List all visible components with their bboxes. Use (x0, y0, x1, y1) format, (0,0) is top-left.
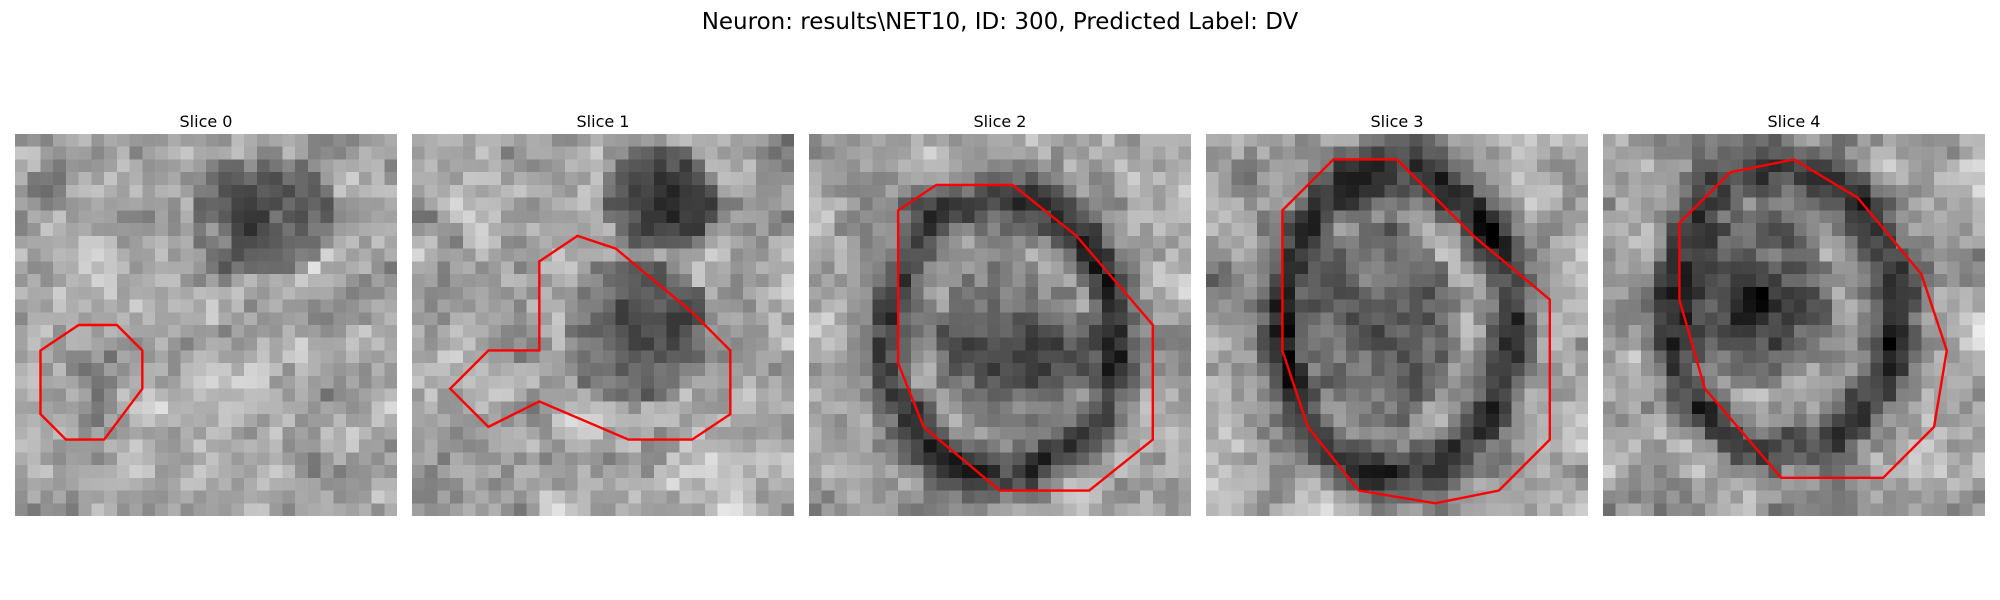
slice-title: Slice 3 (1370, 112, 1424, 131)
slice-panel-0: Slice 0 (15, 110, 397, 516)
slice-panel-4: Slice 4 (1603, 110, 1985, 516)
neuron-contour (1603, 134, 1985, 516)
neuron-contour (15, 134, 397, 516)
neuron-contour (809, 134, 1191, 516)
slice-image (412, 134, 794, 516)
figure-title: Neuron: results\NET10, ID: 300, Predicte… (701, 9, 1299, 35)
slice-image (1206, 134, 1588, 516)
slice-panel-3: Slice 3 (1206, 110, 1588, 516)
slice-image (1603, 134, 1985, 516)
slice-title: Slice 1 (576, 112, 630, 131)
neuron-contour (412, 134, 794, 516)
slice-image (809, 134, 1191, 516)
slice-panel-2: Slice 2 (809, 110, 1191, 516)
neuron-contour (1206, 134, 1588, 516)
slice-title: Slice 2 (973, 112, 1027, 131)
slice-panel-1: Slice 1 (412, 110, 794, 516)
slice-title: Slice 4 (1767, 112, 1821, 131)
slice-title: Slice 0 (179, 112, 233, 131)
